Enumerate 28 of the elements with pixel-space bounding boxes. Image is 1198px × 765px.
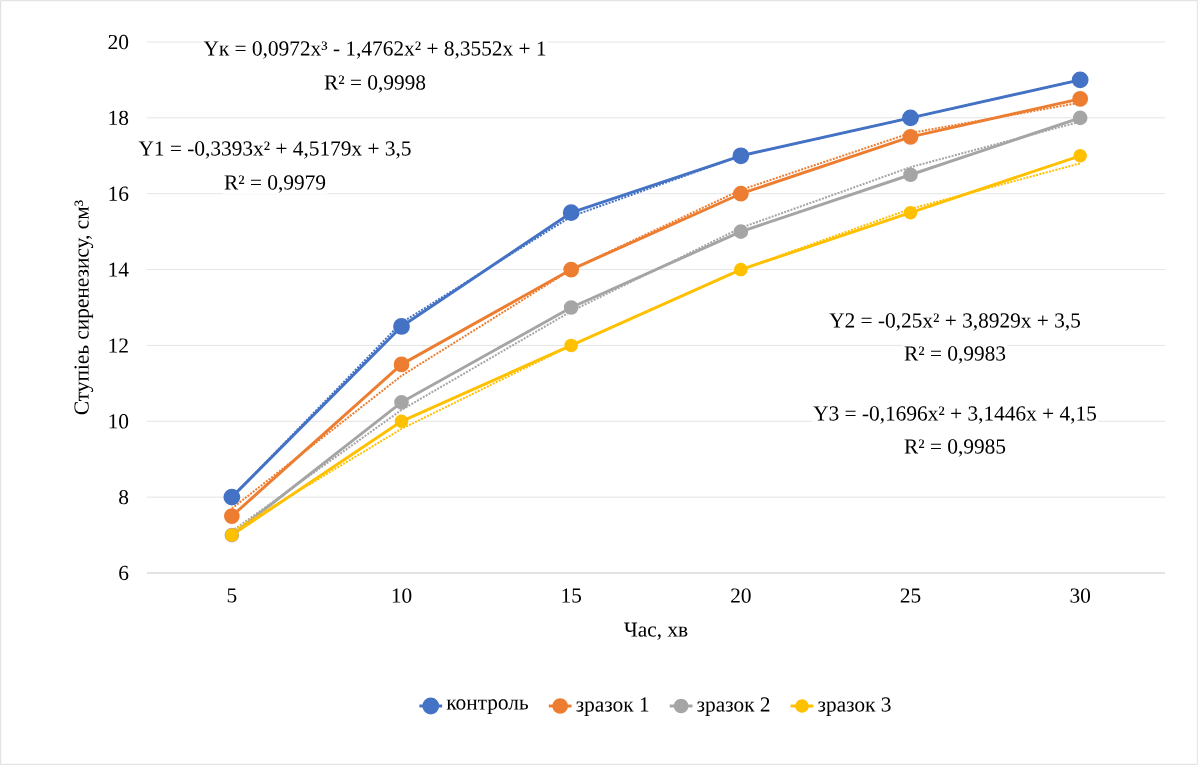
x-tick-label: 5 <box>227 588 237 603</box>
y-tick-label: 14 <box>109 262 129 277</box>
legend-label: зразок 3 <box>818 697 891 716</box>
y-tick-label: 16 <box>109 186 129 201</box>
annotation: Yк = 0,0972x³ - 1,4762x² + 8,3552x + 1 <box>203 41 546 59</box>
y-axis-title: Ступіеь сиренезису, см³ <box>74 200 94 415</box>
legend-label: зразок 2 <box>697 697 770 716</box>
annotation: R² = 0,9985 <box>904 439 1006 457</box>
annotation: Y3 = -0,1696x² + 3,1446x + 4,15 <box>813 406 1096 424</box>
annotation: R² = 0,9998 <box>324 75 426 93</box>
x-tick-label: 20 <box>731 588 751 603</box>
annotation: Y1 = -0,3393x² + 4,5179x + 3,5 <box>138 141 411 159</box>
x-tick-label: 30 <box>1070 588 1091 603</box>
y-tick-label: 8 <box>119 489 129 505</box>
annotation: Y2 = -0,25x² + 3,8929x + 3,5 <box>829 313 1080 331</box>
annotation: R² = 0,9979 <box>224 175 326 193</box>
y-tick-label: 12 <box>109 338 128 353</box>
x-tick-label: 10 <box>392 588 412 603</box>
y-tick-label: 20 <box>108 34 129 50</box>
y-tick-label: 10 <box>109 414 129 429</box>
legend-label: зразок 1 <box>576 697 649 716</box>
y-tick-label: 6 <box>119 565 129 581</box>
y-tick-label: 18 <box>109 110 129 126</box>
legend-label: контроль <box>446 699 529 714</box>
x-tick-label: 25 <box>900 588 921 603</box>
x-axis-title: Час, хв <box>624 622 688 640</box>
annotation: R² = 0,9983 <box>904 346 1006 364</box>
x-tick-label: 15 <box>562 588 581 603</box>
